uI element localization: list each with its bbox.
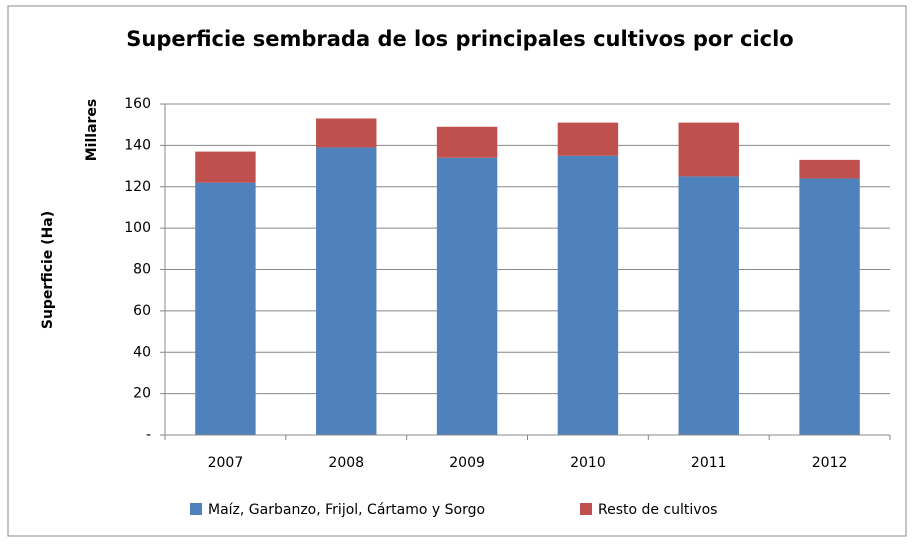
x-tick-label: 2007 [208,455,244,471]
y-tick-label: 100 [124,220,151,236]
legend-label: Maíz, Garbanzo, Frijol, Cártamo y Sorgo [208,502,485,518]
x-tick-label: 2011 [691,455,727,471]
bar-segment [557,155,619,435]
y-tick-label: 140 [124,137,151,153]
bar-segment [557,122,619,156]
y-tick-label: 60 [133,303,151,319]
y-unit-label: Millares [84,99,100,162]
y-axis-title: Superficie (Ha) [40,211,56,329]
y-tick-label: 80 [133,262,151,278]
chart-title: Superficie sembrada de los principales c… [126,27,793,51]
legend-label: Resto de cultivos [598,502,717,518]
legend-swatch [580,503,592,515]
y-tick-label: 40 [133,344,151,360]
bar-segment [316,118,377,148]
bar-segment [436,126,498,158]
x-tick-label: 2010 [570,455,606,471]
y-tick-label: 120 [124,179,151,195]
bar-segment [436,157,498,435]
bar-segment [316,147,377,435]
y-tick-label: 160 [124,96,151,112]
y-tick-label: 20 [133,386,151,402]
y-tick-label: - [146,427,151,443]
x-tick-label: 2009 [449,455,485,471]
bar-segment [678,176,739,435]
bar-segment [799,178,860,435]
bar-segment [799,159,860,179]
x-tick-label: 2008 [328,455,364,471]
x-tick-label: 2012 [812,455,848,471]
bar-segment [195,151,256,183]
bar-segment [195,182,256,435]
legend-swatch [190,503,202,515]
bar-segment [678,122,739,177]
